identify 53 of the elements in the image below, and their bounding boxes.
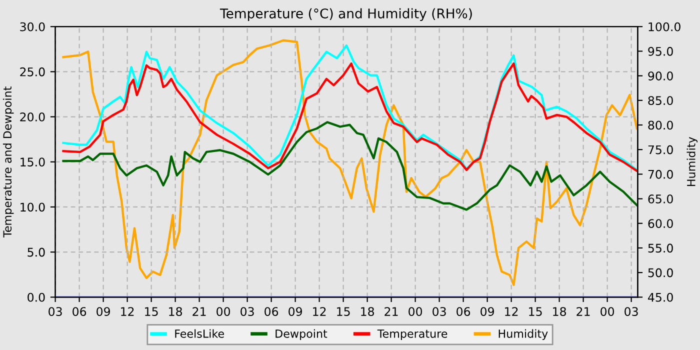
line-series xyxy=(62,121,638,211)
y2-tick-label: 55.0 xyxy=(648,244,673,253)
legend-label: Dewpoint xyxy=(276,329,328,340)
y2-tick-label: 100.0 xyxy=(648,22,680,32)
x-tick-label: 09 xyxy=(480,307,494,316)
x-tick-label: 03 xyxy=(48,307,62,316)
x-tick-label: 18 xyxy=(169,307,182,316)
x-tick-label: 21 xyxy=(384,307,398,316)
x-tick-label: 09 xyxy=(288,307,302,316)
y2-tick-label: 60.0 xyxy=(648,219,673,228)
chart-title: Temperature (°C) and Humidity (RH%) xyxy=(220,8,472,22)
y2-tick-label: 45.0 xyxy=(648,292,673,302)
x-tick-label: 00 xyxy=(600,307,614,316)
legend-label: Humidity xyxy=(498,329,548,340)
y2-tick-label: 80.0 xyxy=(648,120,673,130)
x-tick-label: 21 xyxy=(192,307,206,316)
y-tick-label: 30.0 xyxy=(20,22,45,32)
y-tick-label: 15.0 xyxy=(20,158,45,167)
x-tick-label: 00 xyxy=(408,307,422,316)
x-tick-label: 03 xyxy=(624,307,638,316)
y-tick-label: 10.0 xyxy=(20,202,45,212)
legend-label: FeelsLike xyxy=(175,329,224,338)
x-tick-label: 12 xyxy=(313,307,326,316)
y2-tick-label: 85.0 xyxy=(648,96,673,106)
y2-tick-label: 50.0 xyxy=(648,268,673,278)
x-tick-label: 12 xyxy=(121,307,134,316)
x-tick-label: 00 xyxy=(216,307,230,316)
x-tick-label: 06 xyxy=(264,307,278,316)
x-tick-label: 09 xyxy=(96,307,110,316)
y2-axis-title: Humidity xyxy=(686,137,698,186)
y2-tick-label: 75.0 xyxy=(648,145,673,154)
y-tick-label: 5.0 xyxy=(28,248,45,257)
x-tick-label: 15 xyxy=(145,307,158,316)
y2-tick-label: 65.0 xyxy=(648,194,673,204)
line-series xyxy=(62,39,638,286)
x-tick-label: 12 xyxy=(505,307,518,316)
y-tick-label: 20.0 xyxy=(20,112,45,122)
x-tick-label: 15 xyxy=(529,307,542,316)
x-tick-label: 03 xyxy=(240,307,254,316)
legend-label: Temperature xyxy=(377,330,448,340)
y2-tick-label: 70.0 xyxy=(648,170,673,179)
y2-tick-label: 90.0 xyxy=(648,72,673,80)
x-tick-label: 18 xyxy=(553,307,566,316)
x-tick-label: 06 xyxy=(456,307,470,316)
y-tick-label: 0.0 xyxy=(28,292,45,302)
x-tick-label: 21 xyxy=(576,307,590,316)
x-tick-label: 06 xyxy=(72,307,86,316)
x-tick-label: 03 xyxy=(432,307,446,316)
y2-tick-label: 95.0 xyxy=(648,46,673,56)
x-tick-label: 18 xyxy=(361,307,374,316)
y-axis-title: Temperature and Dewpoint xyxy=(2,86,14,238)
y-tick-label: 25.0 xyxy=(20,67,45,76)
x-tick-label: 15 xyxy=(337,307,350,316)
